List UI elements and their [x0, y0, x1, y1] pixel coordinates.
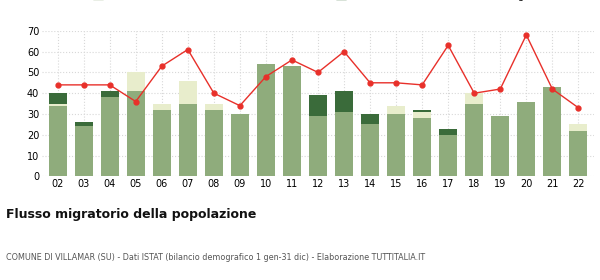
- Bar: [517, 102, 535, 176]
- Bar: [127, 91, 145, 176]
- Bar: [283, 66, 301, 176]
- Bar: [309, 116, 327, 176]
- Bar: [179, 81, 197, 104]
- Bar: [569, 124, 587, 131]
- Bar: [74, 122, 93, 127]
- Bar: [439, 135, 457, 176]
- Bar: [205, 104, 223, 110]
- Bar: [231, 114, 249, 176]
- Bar: [179, 104, 197, 176]
- Bar: [335, 112, 353, 176]
- Bar: [413, 118, 431, 176]
- Bar: [491, 116, 509, 176]
- Bar: [465, 104, 484, 176]
- Legend: Iscritti (da altri comuni), Iscritti (dall'estero), Iscritti (altri), Cancellati: Iscritti (da altri comuni), Iscritti (da…: [93, 0, 543, 1]
- Bar: [49, 106, 67, 176]
- Bar: [49, 104, 67, 106]
- Bar: [257, 64, 275, 176]
- Text: COMUNE DI VILLAMAR (SU) - Dati ISTAT (bilancio demografico 1 gen-31 dic) - Elabo: COMUNE DI VILLAMAR (SU) - Dati ISTAT (bi…: [6, 253, 425, 262]
- Bar: [309, 95, 327, 116]
- Bar: [543, 87, 562, 176]
- Bar: [49, 93, 67, 104]
- Bar: [74, 127, 93, 176]
- Bar: [335, 91, 353, 112]
- Bar: [413, 112, 431, 118]
- Bar: [127, 73, 145, 91]
- Bar: [361, 124, 379, 176]
- Bar: [101, 91, 119, 97]
- Text: Flusso migratorio della popolazione: Flusso migratorio della popolazione: [6, 208, 256, 221]
- Bar: [101, 97, 119, 176]
- Bar: [152, 104, 171, 110]
- Bar: [152, 110, 171, 176]
- Bar: [205, 110, 223, 176]
- Bar: [387, 114, 405, 176]
- Bar: [361, 114, 379, 124]
- Bar: [465, 93, 484, 104]
- Bar: [413, 110, 431, 112]
- Bar: [387, 106, 405, 114]
- Bar: [439, 129, 457, 135]
- Bar: [569, 131, 587, 176]
